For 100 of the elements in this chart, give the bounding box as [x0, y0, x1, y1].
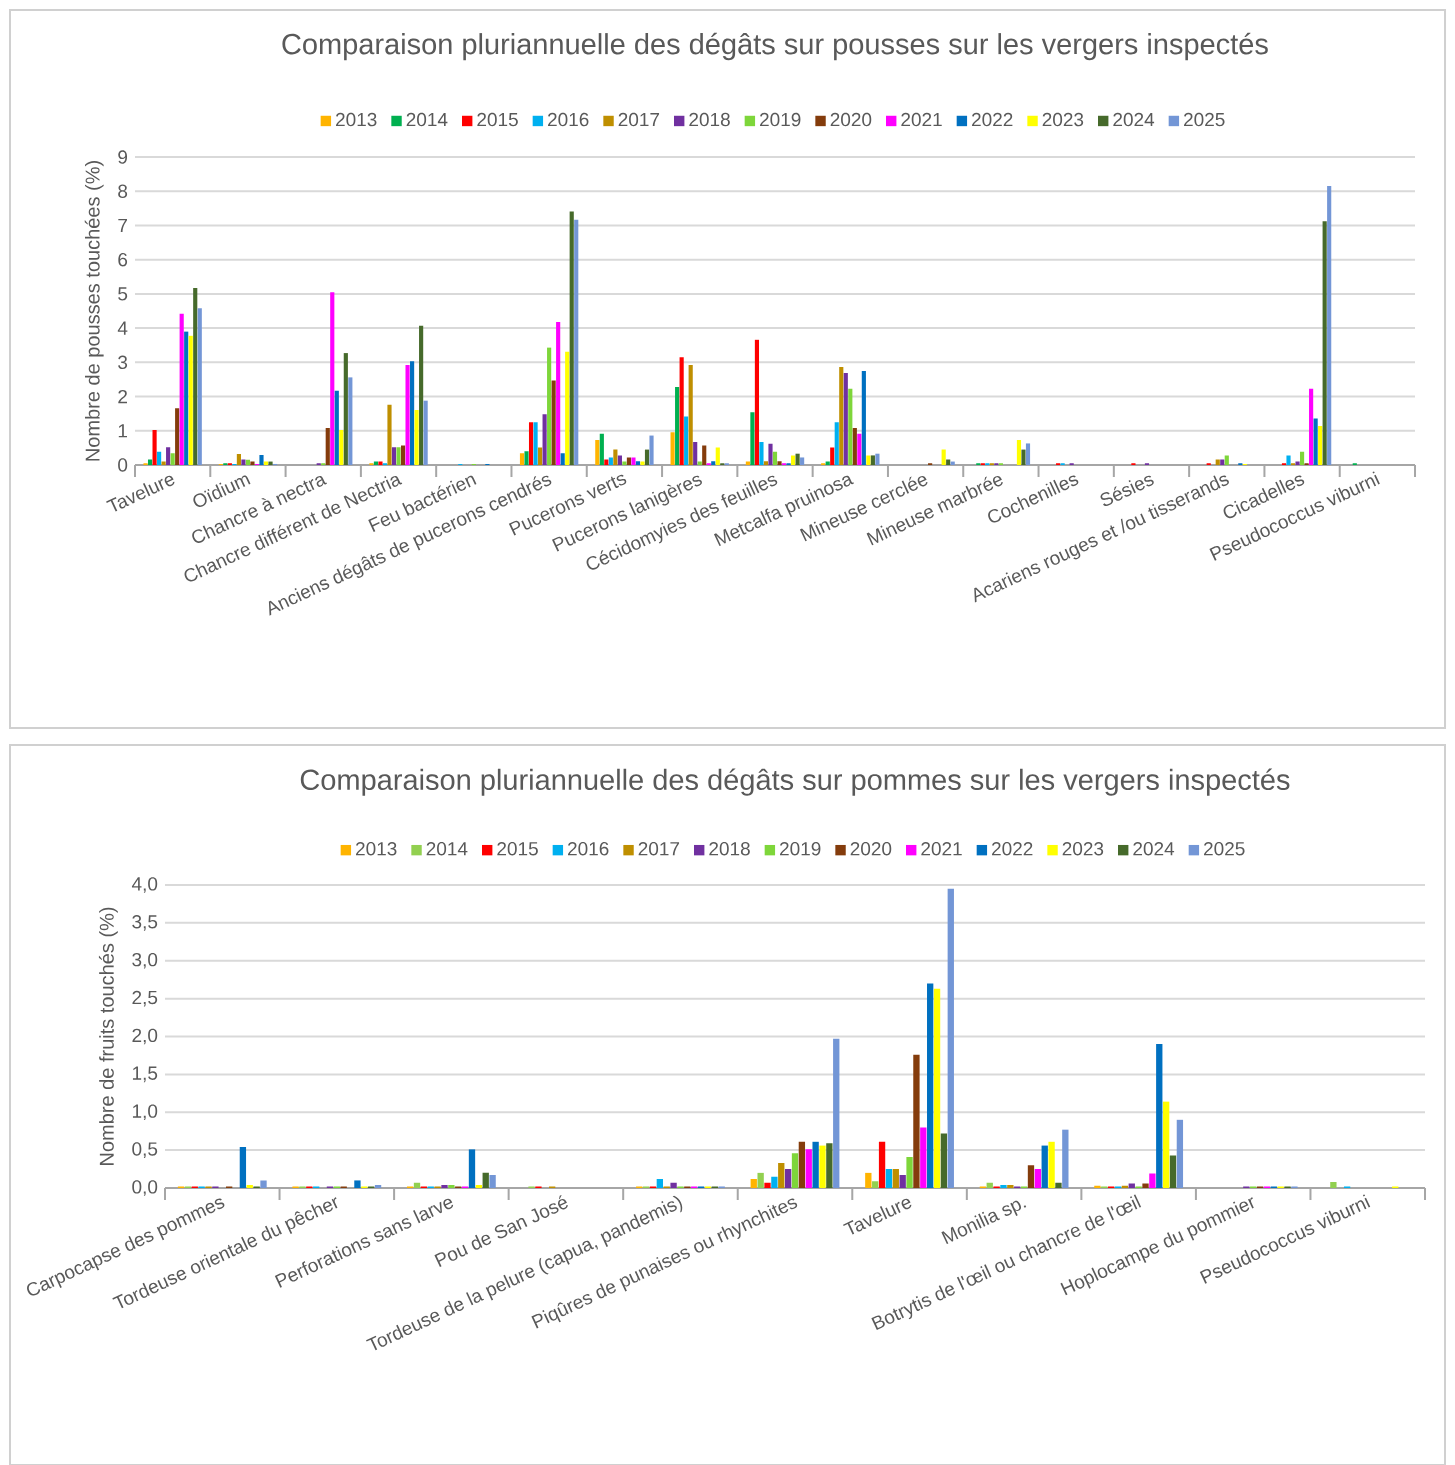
bar [259, 455, 264, 465]
bar [670, 432, 675, 465]
bar [1007, 1184, 1014, 1188]
y-tick-label: 6 [118, 252, 128, 267]
bar [448, 1184, 455, 1188]
bar [764, 1182, 771, 1188]
bar [906, 1156, 913, 1188]
bar [268, 461, 273, 465]
legend-label: 2022 [992, 842, 1033, 856]
y-tick-label: 0,0 [132, 1180, 158, 1196]
y-tick-label: 7 [118, 218, 127, 232]
bar [547, 347, 552, 465]
legend-label: 2017 [618, 112, 660, 127]
y-tick-label: 1,5 [132, 1066, 158, 1083]
bar [670, 1182, 677, 1188]
bar [640, 461, 645, 465]
bar [795, 453, 800, 465]
bar [805, 1149, 812, 1188]
bar [241, 459, 246, 465]
bar [684, 416, 689, 465]
bar [1295, 461, 1300, 465]
legend-label: 2018 [689, 112, 730, 127]
bar [784, 1169, 792, 1188]
legend-label: 2013 [356, 842, 397, 856]
legend-label: 2015 [497, 842, 538, 856]
bar [1327, 186, 1332, 465]
bar [184, 331, 189, 465]
bar [947, 888, 954, 1188]
bar [693, 442, 698, 465]
y-tick-label: 0 [118, 458, 128, 472]
bar [843, 372, 848, 465]
bar [188, 335, 193, 465]
bar [400, 445, 406, 465]
bar [798, 1141, 806, 1188]
bar [940, 1133, 948, 1188]
bar [819, 1145, 826, 1188]
legend-label: 2016 [568, 842, 609, 856]
bar [569, 211, 574, 465]
y-tick-label: 0,5 [132, 1142, 158, 1158]
bar [1055, 1182, 1062, 1188]
bar [899, 1175, 906, 1188]
bar [833, 1038, 840, 1188]
chart-title: Comparaison pluriannuelle des dégâts sur pousses sur les vergers inspectés [282, 32, 1268, 61]
legend-label: 2020 [850, 842, 892, 856]
bar [1027, 1165, 1035, 1188]
bar [702, 445, 707, 465]
legend-label: 2020 [830, 112, 872, 127]
y-tick-label: 4 [117, 321, 128, 335]
bar [560, 453, 565, 465]
bar [920, 1127, 927, 1188]
bar [334, 390, 339, 465]
bar [157, 451, 162, 465]
bar [1176, 1119, 1184, 1188]
bar [715, 447, 720, 465]
bar [325, 428, 330, 465]
bar [246, 1184, 253, 1188]
bar [528, 422, 534, 465]
bar [791, 1153, 799, 1188]
bar [870, 455, 875, 465]
bar [348, 377, 353, 465]
bar [475, 1184, 483, 1188]
legend-label: 2016 [548, 112, 589, 127]
bar [1149, 1173, 1156, 1188]
bar [771, 1176, 778, 1188]
legend-label: 2018 [709, 842, 750, 856]
bar [1062, 1129, 1069, 1188]
bar [830, 447, 835, 465]
bar [595, 440, 600, 465]
bar [533, 422, 538, 465]
bar [419, 325, 424, 465]
bar [933, 988, 941, 1188]
bar [1224, 455, 1229, 465]
bar [330, 292, 335, 465]
bar [635, 461, 641, 465]
bar [754, 339, 760, 465]
bar [551, 380, 556, 465]
y-tick-label: 2 [118, 389, 127, 404]
bar [152, 430, 157, 465]
bar [396, 447, 401, 465]
bar [245, 459, 251, 465]
legend-label: 2024 [1113, 112, 1155, 127]
bar [1128, 1183, 1135, 1188]
bar [675, 386, 680, 465]
bar [768, 443, 773, 465]
bar [608, 457, 613, 465]
bar [343, 353, 348, 465]
bar [866, 455, 871, 465]
bar [414, 409, 419, 465]
bar [875, 453, 880, 465]
y-tick-label: 9 [118, 150, 128, 164]
legend-label: 2014 [426, 842, 468, 856]
bar [354, 1180, 361, 1188]
y-axis-title: Nombre de fruits touchés (%) [98, 907, 118, 1165]
bar [482, 1172, 489, 1188]
bar [865, 1172, 872, 1188]
bar [1016, 440, 1022, 465]
bar [892, 1169, 899, 1188]
bar [1313, 418, 1318, 465]
legend-label: 2025 [1204, 842, 1245, 856]
bar [644, 449, 650, 465]
